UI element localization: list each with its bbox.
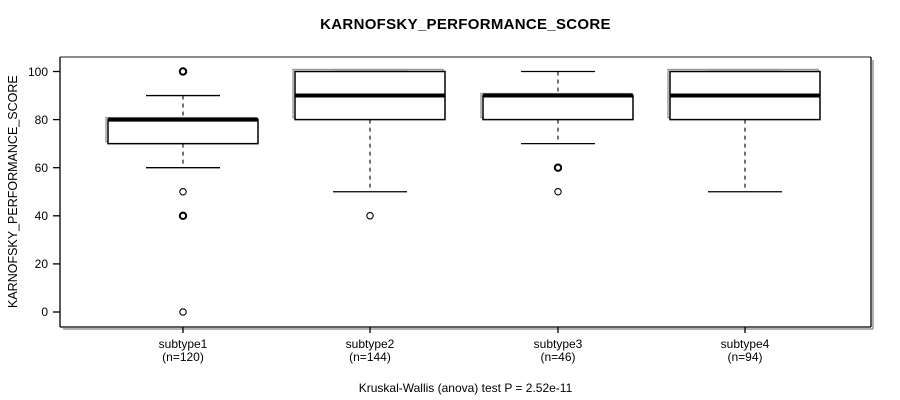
category-count: (n=94) [727, 350, 763, 364]
outlier-point [179, 188, 187, 196]
outlier-point [366, 212, 374, 220]
category-name: subtype2 [345, 337, 395, 351]
stat-test-annotation: Kruskal-Wallis (anova) test P = 2.52e-11 [358, 381, 573, 395]
chart-title: KARNOFSKY_PERFORMANCE_SCORE [320, 16, 611, 33]
category-count: (n=144) [349, 350, 391, 364]
outlier-point [554, 188, 562, 196]
category-count: (n=46) [540, 350, 576, 364]
box-group-subtype3 [480, 70, 634, 196]
category-label-subtype2: subtype2 (n=144) [290, 338, 450, 364]
iqr-box [482, 94, 634, 121]
category-label-subtype1: subtype1 (n=120) [103, 338, 263, 364]
category-name: subtype1 [158, 337, 208, 351]
category-count: (n=120) [162, 350, 204, 364]
y-tick-label: 100 [27, 64, 48, 79]
outlier-point [179, 308, 187, 316]
box-group-subtype4 [667, 68, 821, 193]
y-tick-label: 40 [34, 208, 48, 223]
category-name: subtype3 [533, 337, 583, 351]
category-name: subtype4 [720, 337, 770, 351]
y-tick-label: 0 [41, 305, 48, 319]
outlier-point [553, 163, 563, 172]
outlier-point [178, 67, 188, 76]
box-group-subtype2 [292, 68, 446, 220]
iqr-box [107, 118, 259, 145]
category-label-subtype4: subtype4 (n=94) [665, 338, 825, 364]
box-group-subtype1 [105, 67, 259, 316]
outlier-point [178, 211, 188, 221]
category-label-subtype3: subtype3 (n=46) [478, 338, 638, 364]
y-tick-label: 20 [34, 256, 48, 271]
y-tick-label: 60 [34, 160, 48, 175]
y-tick-label: 80 [34, 112, 48, 127]
